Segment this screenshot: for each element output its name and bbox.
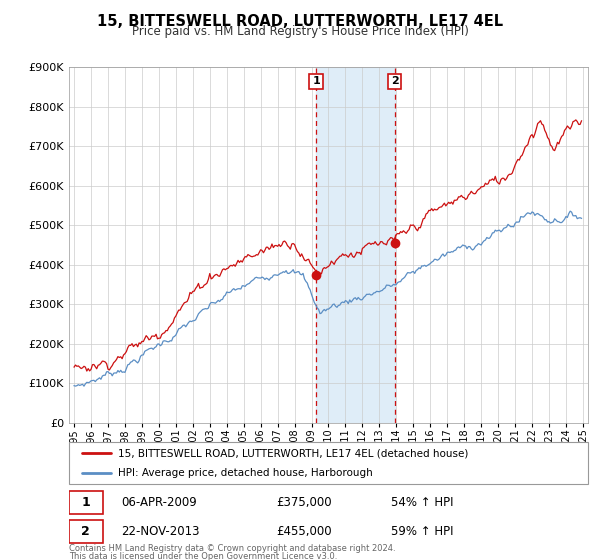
FancyBboxPatch shape (69, 442, 588, 484)
Text: HPI: Average price, detached house, Harborough: HPI: Average price, detached house, Harb… (118, 469, 373, 478)
Text: 1: 1 (312, 76, 320, 86)
Text: £455,000: £455,000 (277, 525, 332, 538)
Text: 15, BITTESWELL ROAD, LUTTERWORTH, LE17 4EL (detached house): 15, BITTESWELL ROAD, LUTTERWORTH, LE17 4… (118, 449, 469, 458)
Text: £375,000: £375,000 (277, 496, 332, 510)
Text: 54% ↑ HPI: 54% ↑ HPI (391, 496, 453, 510)
Text: 22-NOV-2013: 22-NOV-2013 (121, 525, 199, 538)
Text: 06-APR-2009: 06-APR-2009 (121, 496, 197, 510)
Text: 59% ↑ HPI: 59% ↑ HPI (391, 525, 453, 538)
Text: 1: 1 (82, 496, 90, 510)
Text: Price paid vs. HM Land Registry's House Price Index (HPI): Price paid vs. HM Land Registry's House … (131, 25, 469, 38)
Bar (316, 67, 395, 423)
Text: This data is licensed under the Open Government Licence v3.0.: This data is licensed under the Open Gov… (69, 552, 337, 560)
Text: 2: 2 (82, 525, 90, 538)
FancyBboxPatch shape (69, 491, 103, 515)
Text: 2: 2 (391, 76, 398, 86)
FancyBboxPatch shape (69, 520, 103, 543)
Text: Contains HM Land Registry data © Crown copyright and database right 2024.: Contains HM Land Registry data © Crown c… (69, 544, 395, 553)
Text: 15, BITTESWELL ROAD, LUTTERWORTH, LE17 4EL: 15, BITTESWELL ROAD, LUTTERWORTH, LE17 4… (97, 14, 503, 29)
